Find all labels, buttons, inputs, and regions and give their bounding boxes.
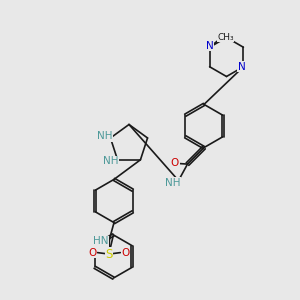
- Text: S: S: [105, 248, 112, 261]
- Text: NH: NH: [103, 156, 119, 166]
- Text: O: O: [88, 248, 96, 258]
- Text: NH: NH: [165, 178, 181, 188]
- Text: O: O: [122, 248, 130, 258]
- Text: O: O: [171, 158, 179, 168]
- Text: CH₃: CH₃: [217, 33, 234, 42]
- Text: N: N: [206, 41, 214, 51]
- Text: N: N: [238, 62, 246, 72]
- Text: HN: HN: [93, 236, 109, 247]
- Text: NH: NH: [97, 131, 113, 142]
